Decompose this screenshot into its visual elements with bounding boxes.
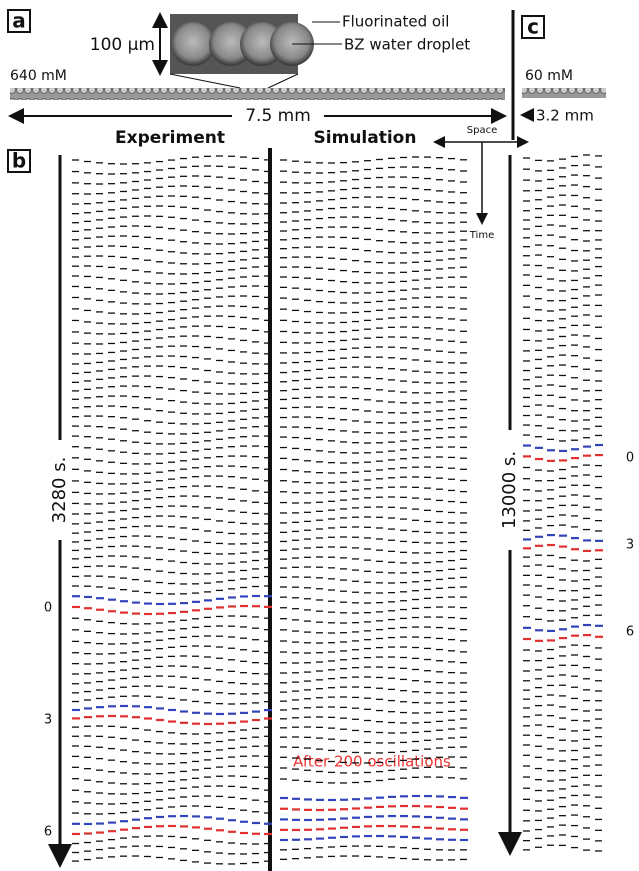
kymograph <box>72 154 603 865</box>
length-label: 3.2 mm <box>536 107 594 125</box>
label-bg <box>495 430 525 550</box>
period-label: 6 <box>626 625 634 640</box>
scale-label: 100 µm <box>90 35 155 55</box>
period-label: 0 <box>44 601 52 616</box>
concentration: 60 mM <box>525 68 573 84</box>
duration-label: 13000 s. <box>499 451 520 529</box>
label-bg <box>534 106 606 124</box>
panel-box <box>521 15 545 39</box>
length-label: 7.5 mm <box>245 106 311 126</box>
period-label: 0 <box>626 451 634 466</box>
panel-letter: a <box>12 9 26 33</box>
oil-label: Fluorinated oil <box>342 13 449 31</box>
zoom-line <box>169 73 241 89</box>
droplet-label: BZ water droplet <box>344 36 470 54</box>
period-label: 3 <box>626 538 634 553</box>
concentration: 640 mM <box>10 68 67 84</box>
zoom-line <box>267 73 299 89</box>
droplet-strip <box>522 88 606 98</box>
space-label: Space <box>467 125 497 136</box>
column-title: Experiment <box>115 128 225 148</box>
panel-box <box>7 9 31 33</box>
duration-label: 3280 s. <box>49 457 70 524</box>
panel-letter: c <box>527 15 539 39</box>
label-bg <box>232 106 324 126</box>
panel-letter: b <box>12 149 26 173</box>
annotation: After 200 oscillations <box>293 753 451 771</box>
period-label: 3 <box>44 713 52 728</box>
column-title: Simulation <box>314 128 417 148</box>
panel-box <box>7 149 31 173</box>
droplet-strip <box>10 88 505 100</box>
period-label: 6 <box>44 825 52 840</box>
time-label: Time <box>469 230 494 241</box>
